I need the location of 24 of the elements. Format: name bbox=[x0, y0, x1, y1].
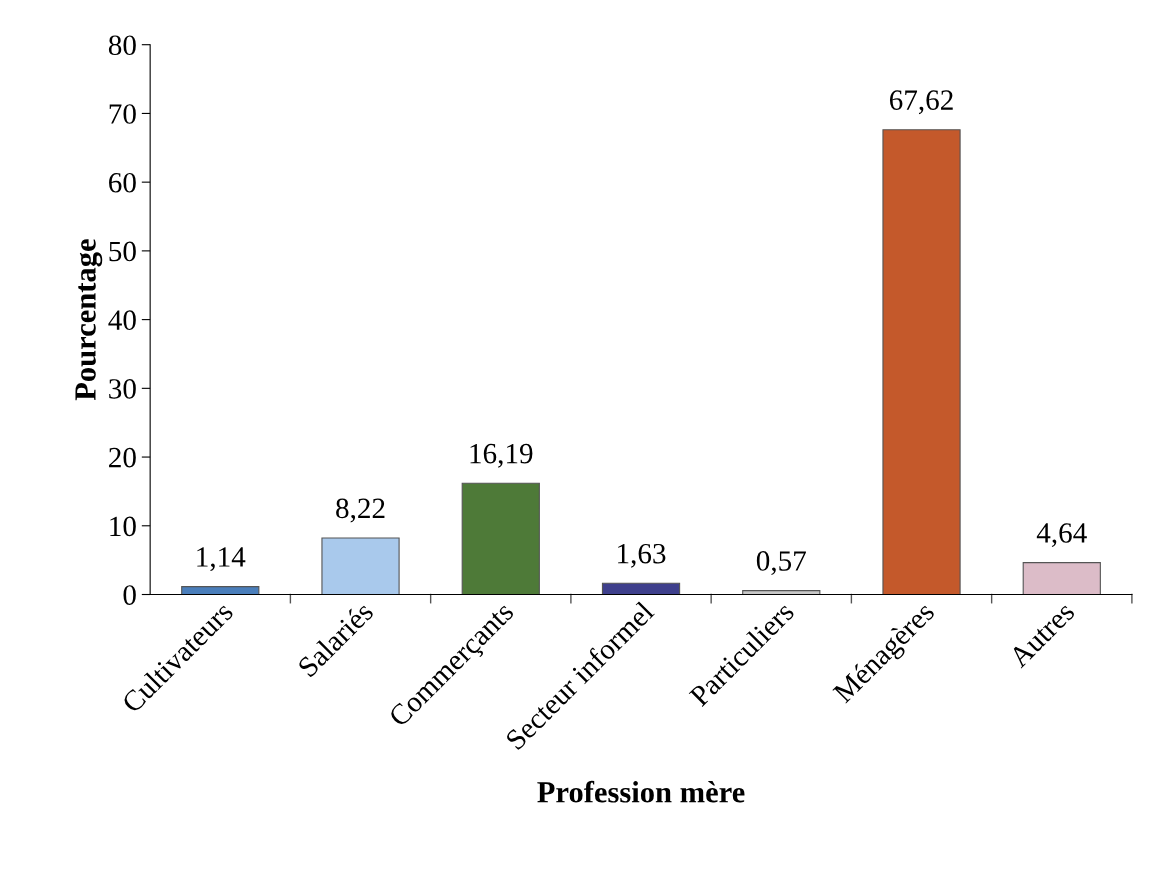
data-label: 16,19 bbox=[470, 443, 533, 468]
y-tick-label: 80 bbox=[108, 35, 136, 56]
data-label: 1,14 bbox=[197, 547, 246, 572]
y-tick-label: 40 bbox=[108, 310, 136, 331]
bar bbox=[321, 537, 400, 595]
y-tick-label: 70 bbox=[109, 104, 136, 124]
data-label: 1,63 bbox=[618, 543, 666, 568]
y-tick-label: 20 bbox=[109, 447, 136, 468]
data-label: 67,62 bbox=[889, 90, 953, 115]
bar bbox=[601, 582, 681, 595]
x-axis-title: Profession mère bbox=[537, 780, 745, 803]
bar bbox=[461, 482, 540, 595]
y-tick-label: 50 bbox=[109, 241, 136, 262]
bar bbox=[1022, 562, 1101, 595]
data-label: 8,22 bbox=[336, 498, 385, 523]
bar bbox=[181, 586, 260, 595]
y-tick-label: 30 bbox=[109, 379, 136, 399]
data-label: 0,57 bbox=[756, 551, 806, 575]
y-tick-label: 10 bbox=[110, 516, 136, 537]
data-label: 4,64 bbox=[1036, 523, 1087, 547]
y-tick-label: 60 bbox=[109, 172, 136, 193]
y-axis-title: Pourcentage bbox=[75, 239, 103, 401]
bar bbox=[882, 129, 961, 595]
y-tick-label: 0 bbox=[123, 585, 136, 605]
